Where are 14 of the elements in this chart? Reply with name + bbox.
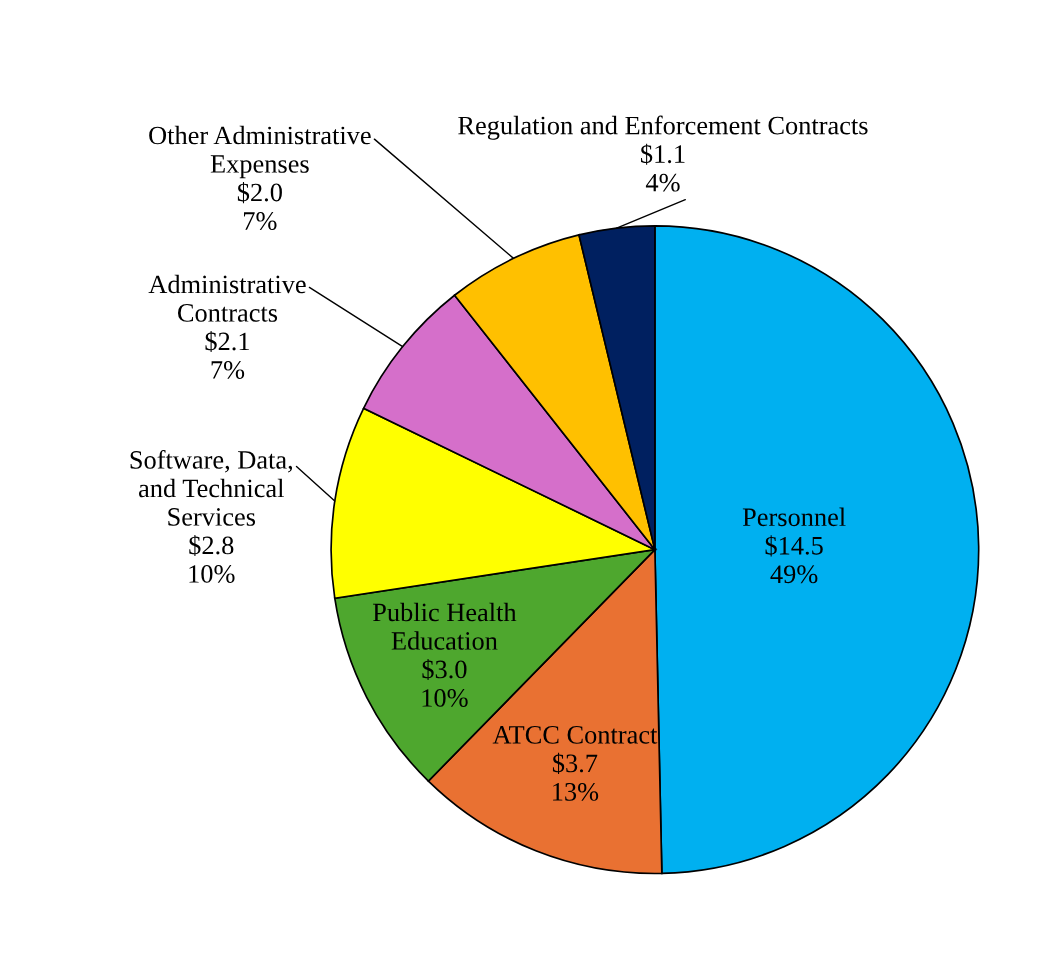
data-label: $2.1 7% — [205, 330, 249, 379]
data-label: $2.0 7% — [237, 182, 282, 230]
slice-label: Personnel — [742, 507, 846, 527]
data-label: $3.7 13% — [552, 752, 599, 801]
data-label: $2.8 10% — [189, 534, 235, 583]
slice-label: Other Administrative Expenses — [149, 125, 371, 179]
slice-label: Regulation and Enforcement Contracts — [458, 115, 868, 140]
slice-label: Administrative Contracts — [148, 274, 306, 322]
data-label: $3.0 10% — [422, 658, 468, 707]
data-label: $14.5 49% — [765, 535, 823, 584]
slice-label: ATCC Contract — [492, 725, 658, 744]
slice-label: Public Health Education — [372, 602, 517, 650]
slice-label: Software, Data, and Technical Services — [130, 449, 293, 526]
data-label: $1.1 4% — [641, 143, 685, 192]
